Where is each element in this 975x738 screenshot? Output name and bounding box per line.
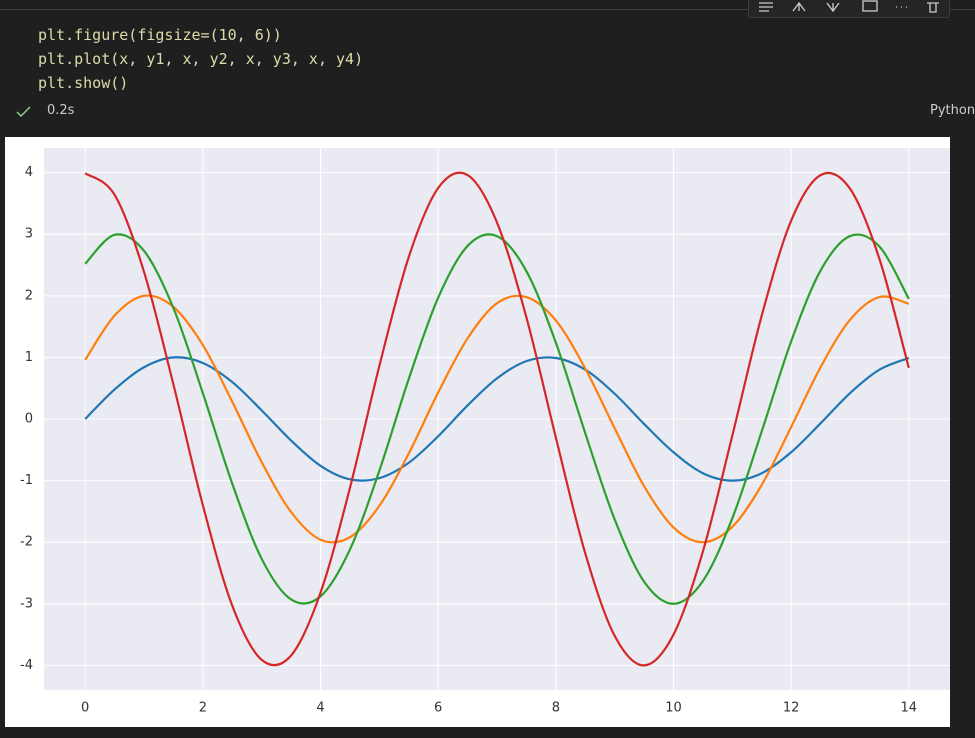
- x-tick-label: 8: [552, 701, 560, 716]
- x-tick-label: 14: [901, 701, 918, 716]
- x-tick-label: 4: [316, 701, 324, 716]
- x-tick-label: 6: [434, 701, 442, 716]
- line-series: [84, 294, 910, 544]
- x-tick-label: 12: [783, 701, 800, 716]
- code-line: plt.show(): [38, 74, 129, 92]
- y-tick-label: 3: [25, 227, 33, 242]
- line-series: [84, 233, 910, 605]
- toolbar-icon[interactable]: [792, 1, 806, 12]
- y-tick-label: -3: [20, 596, 33, 611]
- toolbar-icon[interactable]: [927, 2, 939, 13]
- toolbar-icons: [759, 0, 939, 13]
- y-tick-label: -1: [20, 473, 33, 488]
- kernel-language[interactable]: Python: [930, 103, 975, 118]
- x-tick-label: 0: [81, 701, 89, 716]
- toolbar-icon[interactable]: [862, 0, 878, 12]
- x-tick-label: 10: [665, 701, 682, 716]
- x-tick-label: 2: [199, 701, 207, 716]
- y-tick-label: 4: [25, 165, 33, 180]
- y-tick-label: 0: [25, 412, 33, 427]
- code-line: plt.figure(figsize=(10, 6)): [38, 26, 282, 44]
- cell-top-border: [0, 9, 975, 10]
- line-series: [84, 171, 910, 667]
- y-tick-label: 2: [25, 288, 33, 303]
- success-check: [16, 106, 31, 118]
- cell-toolbar: [748, 0, 950, 18]
- toolbar-icon[interactable]: [826, 2, 840, 13]
- toolbar-icon[interactable]: [759, 2, 773, 12]
- y-tick-label: 1: [25, 350, 33, 365]
- y-tick-label: -2: [20, 535, 33, 550]
- code-line: plt.plot(x, y1, x, y2, x, y3, x, y4): [38, 50, 364, 68]
- y-tick-label: -4: [20, 658, 33, 673]
- execution-time: 0.2s: [47, 103, 75, 118]
